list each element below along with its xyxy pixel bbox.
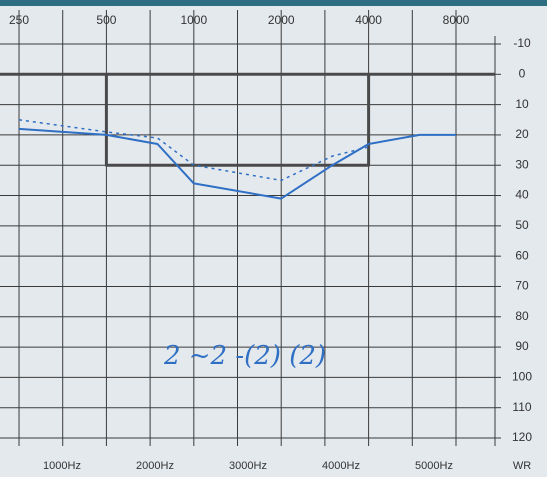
bottom-label: 3000Hz — [229, 460, 267, 472]
series-line — [104, 74, 371, 167]
y-tick-label: 100 — [512, 370, 532, 384]
handwritten-note: 2 ~2 -(2) (2) — [163, 341, 326, 371]
y-tick-label: 120 — [512, 430, 532, 444]
series-line — [18, 127, 456, 200]
plot: -10 0 10 20 30 40 50 60 70 80 90 100 110 120 250 500 100… — [0, 10, 532, 472]
top-strip — [0, 0, 547, 6]
x-tick-label: 4000 — [355, 13, 382, 27]
bottom-label: 1000Hz — [43, 460, 81, 472]
bottom-label: 2000Hz — [136, 460, 174, 472]
y-tick-label: 0 — [519, 66, 526, 80]
y-tick-label: 40 — [515, 188, 529, 202]
y-tick-label: 50 — [515, 218, 529, 232]
x-tick-label: 8000 — [443, 13, 470, 27]
y-tick-label: 90 — [515, 339, 529, 353]
bottom-label: 5000Hz — [415, 460, 453, 472]
y-tick-label: 70 — [515, 279, 529, 293]
x-tick-label: 1000 — [180, 13, 207, 27]
x-tick-label: 250 — [9, 13, 29, 27]
bottom-label: 4000Hz — [322, 460, 360, 472]
x-tick-label: 500 — [96, 13, 116, 27]
bottom-label: WR — [513, 460, 531, 472]
y-tick-label: 80 — [515, 309, 529, 323]
x-tick-label: 2000 — [268, 13, 295, 27]
y-tick-label: -10 — [513, 36, 531, 50]
y-tick-label: 110 — [512, 400, 531, 414]
y-tick-label: 30 — [515, 157, 529, 171]
y-tick-label: 20 — [515, 127, 529, 141]
y-tick-label: 10 — [515, 97, 529, 111]
series-line — [18, 119, 369, 182]
y-tick-label: 60 — [515, 248, 529, 262]
